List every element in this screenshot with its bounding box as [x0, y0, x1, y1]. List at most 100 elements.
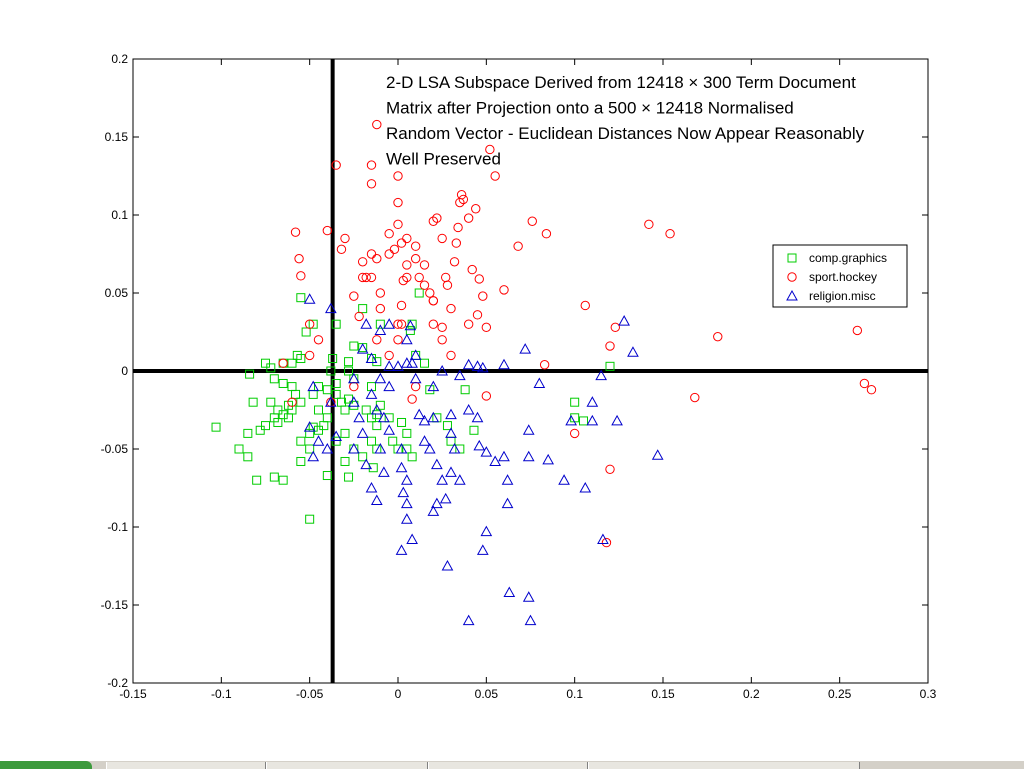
data-point — [307, 450, 320, 462]
data-point — [393, 171, 403, 181]
data-point — [586, 414, 599, 426]
data-point — [402, 233, 412, 244]
data-point — [499, 285, 509, 295]
data-point — [336, 244, 347, 255]
data-point — [303, 293, 316, 304]
data-point — [522, 591, 535, 602]
data-point — [476, 544, 489, 555]
data-point — [278, 358, 288, 368]
data-point — [322, 385, 332, 395]
data-point — [442, 421, 452, 431]
data-point — [397, 486, 410, 498]
data-point — [383, 424, 396, 435]
data-point — [453, 474, 466, 485]
data-point — [361, 405, 371, 415]
data-point — [331, 436, 341, 446]
data-point — [360, 458, 373, 470]
start-button[interactable] — [0, 761, 92, 769]
data-point — [423, 442, 436, 454]
data-point — [428, 296, 439, 306]
y-tick-label: -0.15 — [101, 598, 129, 612]
data-point — [428, 319, 439, 329]
data-markers — [211, 119, 877, 626]
data-point — [328, 354, 338, 364]
data-point — [400, 474, 413, 485]
data-point — [402, 272, 412, 283]
data-point — [356, 427, 369, 438]
data-point — [558, 474, 570, 485]
y-tick-label: -0.1 — [107, 520, 128, 534]
y-tick-label: 0 — [121, 364, 128, 378]
y-tick-label: -0.2 — [107, 676, 128, 690]
title-line: Random Vector - Euclidean Distances Now … — [386, 124, 865, 143]
data-point — [243, 452, 253, 462]
data-point — [374, 442, 387, 454]
data-point — [597, 533, 609, 544]
x-tick-label: -0.15 — [119, 687, 147, 701]
data-point — [325, 396, 337, 407]
data-point — [322, 471, 332, 481]
data-point — [524, 614, 537, 626]
data-point — [419, 280, 430, 290]
data-point — [405, 325, 415, 335]
data-point — [278, 475, 288, 485]
data-point — [372, 410, 382, 420]
data-point — [579, 481, 592, 493]
taskbar-item[interactable] — [588, 762, 860, 769]
data-point — [541, 229, 552, 239]
data-point — [852, 325, 863, 336]
taskbar-item[interactable] — [106, 762, 266, 769]
data-point — [344, 366, 354, 376]
data-point — [278, 378, 288, 388]
data-point — [269, 472, 279, 482]
data-point — [473, 439, 486, 451]
data-point — [481, 391, 492, 401]
data-point — [294, 253, 304, 264]
data-point — [384, 229, 394, 239]
taskbar-item[interactable] — [428, 762, 588, 769]
data-point — [522, 450, 535, 462]
data-point — [393, 219, 403, 230]
data-point — [533, 377, 546, 388]
data-point — [644, 219, 654, 230]
data-point — [372, 335, 382, 345]
data-point — [356, 343, 369, 354]
data-point — [395, 461, 408, 473]
series-religion-misc — [303, 293, 664, 626]
title-line: 2-D LSA Subspace Derived from 12418 × 30… — [386, 73, 856, 92]
data-point — [586, 396, 599, 407]
data-point — [261, 358, 270, 368]
data-point — [451, 238, 461, 248]
data-point — [400, 497, 413, 509]
data-point — [410, 253, 421, 264]
legend: comp.graphics sport.hockey religion.misc — [772, 244, 908, 308]
data-point — [402, 260, 412, 270]
taskbar-item[interactable] — [266, 762, 428, 769]
data-point — [243, 428, 253, 438]
data-point — [446, 350, 456, 361]
data-point — [331, 378, 341, 388]
data-point — [407, 452, 417, 462]
data-point — [580, 300, 590, 311]
data-point — [462, 403, 475, 415]
data-point — [347, 372, 360, 384]
data-point — [312, 435, 325, 446]
data-point — [273, 417, 283, 427]
data-point — [340, 405, 350, 415]
data-point — [522, 424, 535, 435]
data-point — [290, 227, 301, 237]
data-point — [296, 354, 306, 364]
data-point — [427, 411, 440, 423]
data-point — [501, 474, 514, 485]
data-point — [490, 171, 500, 181]
data-point — [527, 216, 537, 226]
data-point — [392, 360, 404, 371]
x-tick-label: 0.15 — [651, 687, 675, 701]
data-point — [436, 364, 449, 376]
data-point — [304, 319, 315, 329]
data-point — [340, 456, 350, 466]
data-point — [442, 280, 453, 290]
data-point — [305, 514, 315, 524]
data-point — [579, 416, 588, 426]
